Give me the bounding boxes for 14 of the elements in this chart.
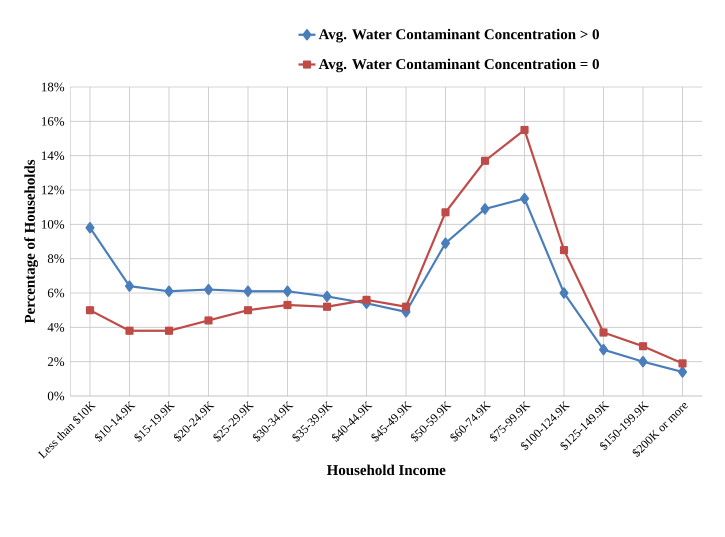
x-axis-title: Household Income — [326, 464, 446, 476]
y-tick-label: 4% — [48, 322, 64, 332]
y-tick-label: 12% — [42, 186, 64, 194]
y-tick-label: 0% — [48, 392, 64, 400]
y-tick-label: 8% — [48, 254, 64, 264]
y-tick-label: 18% — [42, 82, 64, 92]
y-tick-label: 10% — [42, 220, 64, 229]
y-tick-label: 2% — [48, 357, 64, 366]
legend-label: Avg. Water Contaminant Concentration = 0 — [318, 58, 599, 72]
y-tick-label: 6% — [48, 288, 64, 298]
y-axis-title: Percentage of Households — [24, 160, 38, 324]
y-tick-label: 16% — [42, 116, 64, 126]
y-tick-label: 14% — [42, 151, 64, 160]
legend-label: Avg. Water Contaminant Concentration > 0 — [318, 28, 599, 42]
